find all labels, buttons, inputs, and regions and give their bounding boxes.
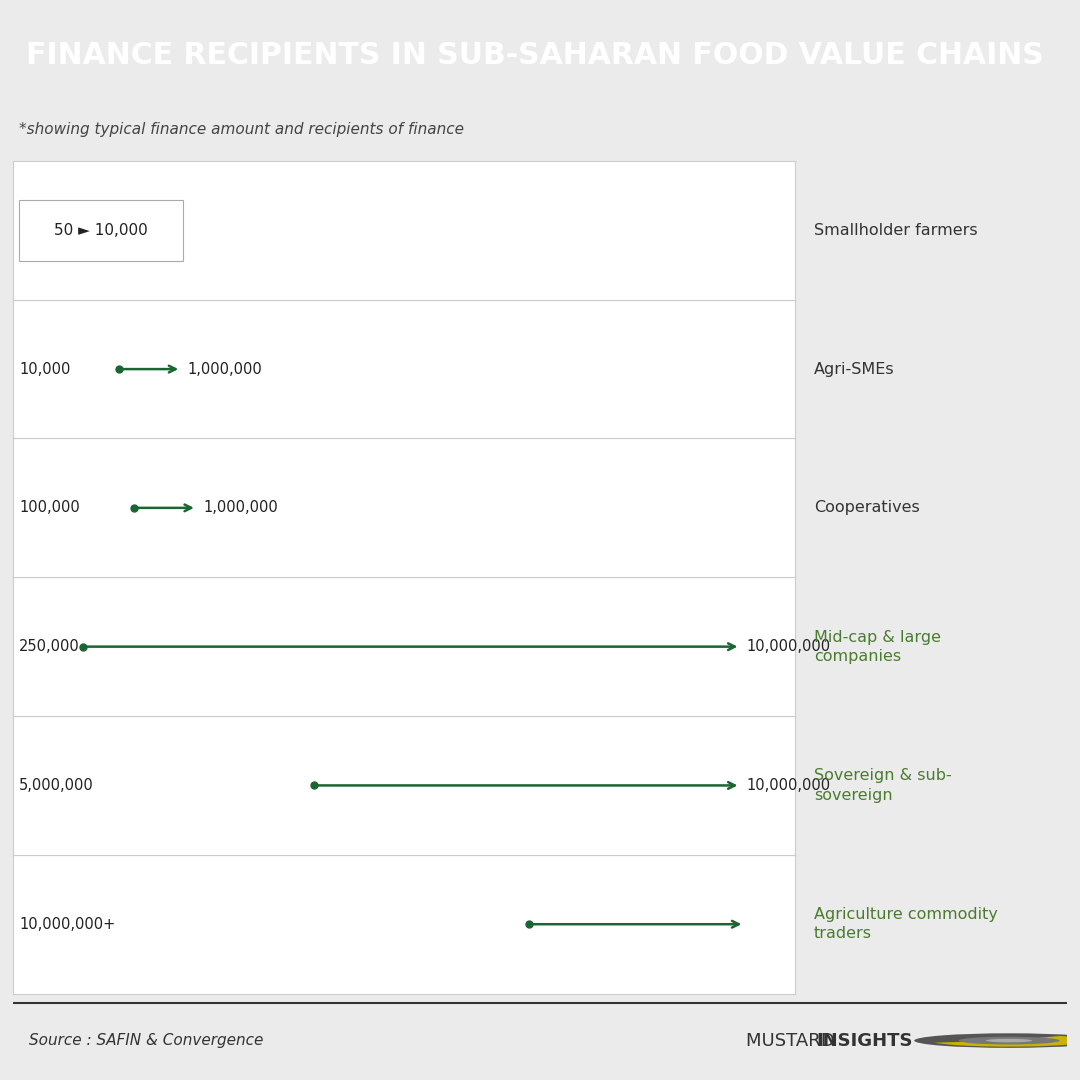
Wedge shape [935, 1036, 1080, 1047]
Text: 5,000,000: 5,000,000 [19, 778, 94, 793]
Text: 10,000,000+: 10,000,000+ [19, 917, 116, 932]
Text: 1,000,000: 1,000,000 [187, 362, 262, 377]
Circle shape [914, 1034, 1080, 1048]
Text: Sovereign & sub-
sovereign: Sovereign & sub- sovereign [814, 768, 951, 802]
Text: *showing typical finance amount and recipients of finance: *showing typical finance amount and reci… [19, 122, 464, 137]
Text: 10,000: 10,000 [19, 362, 70, 377]
Text: Agriculture commodity
traders: Agriculture commodity traders [814, 907, 998, 942]
Text: Mid-cap & large
companies: Mid-cap & large companies [814, 630, 941, 664]
Text: 250,000: 250,000 [19, 639, 80, 654]
Text: 1,000,000: 1,000,000 [203, 500, 278, 515]
Text: 100,000: 100,000 [19, 500, 80, 515]
Text: 10,000,000: 10,000,000 [746, 639, 831, 654]
Text: 10,000,000: 10,000,000 [746, 778, 831, 793]
Text: Cooperatives: Cooperatives [814, 500, 920, 515]
Circle shape [986, 1039, 1032, 1042]
Text: 50 ► 10,000: 50 ► 10,000 [54, 222, 148, 238]
Text: Agri-SMEs: Agri-SMEs [814, 362, 894, 377]
Text: INSIGHTS: INSIGHTS [816, 1031, 913, 1050]
Circle shape [958, 1037, 1059, 1044]
Text: Smallholder farmers: Smallholder farmers [814, 222, 977, 238]
FancyBboxPatch shape [19, 200, 184, 261]
Text: FINANCE RECIPIENTS IN SUB-SAHARAN FOOD VALUE CHAINS: FINANCE RECIPIENTS IN SUB-SAHARAN FOOD V… [26, 41, 1043, 69]
Text: Source : SAFIN & Convergence: Source : SAFIN & Convergence [29, 1034, 264, 1048]
Text: MUSTARD: MUSTARD [745, 1031, 840, 1050]
